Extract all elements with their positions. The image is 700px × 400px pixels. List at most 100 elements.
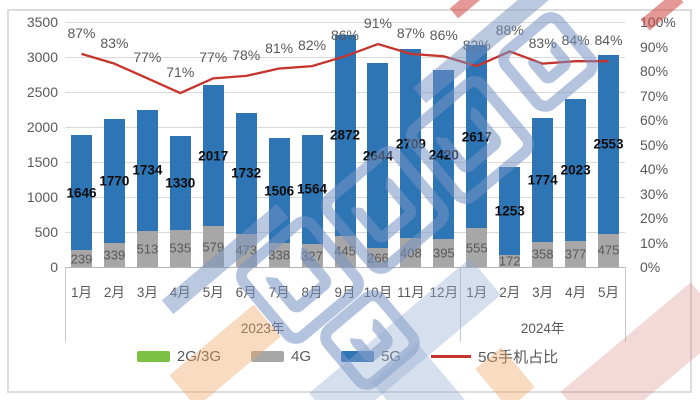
bar-segment-5g [499,167,521,255]
left-axis-tick: 500 [34,224,58,240]
data-label-5g: 1770 [99,173,130,189]
legend-item-5g: 5G手机占比 [431,346,558,367]
right-axis-tick: 100% [640,14,676,30]
x-axis-month-label: 11月 [397,285,425,300]
left-axis-tick: 1500 [26,154,58,170]
x-axis-line [65,267,625,268]
legend-label: 5G手机占比 [478,349,559,366]
x-axis-year-label: 2024年 [520,321,565,336]
gridline [65,22,625,23]
x-axis-month-label: 5月 [202,285,224,300]
x-axis-month-label: 3月 [532,285,554,300]
x-axis-group-separator [65,267,66,342]
bar-segment-4g [301,244,323,267]
data-label-5g: 1774 [527,172,558,188]
data-label-5g: 1253 [494,203,525,219]
data-label-5g: 1732 [231,165,262,181]
data-label-percent: 82% [298,37,327,54]
bar-segment-4g [532,241,554,267]
data-label-4g: 338 [268,247,290,263]
data-label-percent: 82% [462,37,491,54]
left-axis-tick: 1000 [26,189,58,205]
left-axis-tick: 0 [50,259,58,275]
legend-item-5g: 5G [341,348,401,365]
data-label-4g: 172 [498,253,521,269]
right-axis-tick: 50% [640,136,669,153]
data-label-5g: 2017 [198,148,229,164]
left-axis-tick: 3500 [26,14,58,30]
data-label-5g: 1330 [165,175,196,191]
legend-item-4g: 4G [251,348,311,365]
right-axis-tick: 10% [640,234,669,251]
data-label-4g: 579 [202,239,225,255]
bar-segment-4g [103,243,125,267]
data-label-4g: 327 [301,248,323,264]
legend-label: 5G [381,348,402,365]
data-label-4g: 377 [564,246,587,262]
data-label-4g: 239 [70,251,93,267]
x-axis-month-label: 1月 [70,285,92,300]
bar-segment-5g [136,109,158,232]
legend-bar-swatch-icon [251,351,285,362]
data-label-4g: 475 [597,242,620,258]
legend: 2G/3G 4G 5G 5G手机占比 [7,346,688,367]
data-label-percent: 84% [561,32,590,49]
data-label-4g: 339 [103,247,126,263]
bar-segment-5g [565,99,587,241]
data-label-percent: 77% [133,49,162,66]
data-label-4g: 445 [334,243,356,259]
x-axis-month-label: 4月 [565,285,587,300]
left-axis-tick: 2000 [26,119,58,135]
data-label-percent: 91% [363,15,392,32]
data-label-5g: 1564 [297,181,328,197]
bar-segment-4g [433,239,455,267]
bar-segment-4g [466,228,488,267]
legend-item-2g3g: 2G/3G [136,348,221,365]
bar-segment-5g [598,55,620,234]
data-label-percent: 77% [199,49,228,66]
data-label-4g: 473 [235,242,258,258]
data-label-4g: 535 [169,240,192,256]
data-label-5g: 1734 [132,162,163,178]
legend-line-swatch-icon [431,355,472,358]
data-label-5g: 2023 [560,162,591,178]
data-label-4g: 408 [400,245,422,261]
data-label-5g: 2709 [395,136,426,152]
right-axis-tick: 20% [640,210,669,226]
right-axis-tick: 40% [640,161,669,177]
bar-segment-4g [598,233,620,267]
x-axis-year-label: 2023年 [240,321,285,336]
legend-bar-swatch-icon [136,351,170,362]
right-axis-tick: 90% [640,38,669,55]
x-axis-month-label: 6月 [235,285,257,300]
data-label-5g: 2420 [428,147,459,163]
bar-segment-5g [532,117,554,242]
data-label-5g: 2617 [461,129,492,145]
data-label-percent: 84% [594,32,623,49]
data-label-5g: 2553 [593,136,624,152]
x-axis-group-separator [460,267,462,342]
left-axis-tick: 2500 [26,84,58,100]
data-label-percent: 83% [528,34,557,51]
data-label-percent: 83% [100,34,129,51]
bar-segment-4g [499,254,521,267]
bar-segment-4g [334,235,356,267]
data-label-percent: 78% [232,46,261,63]
x-axis-month-label: 3月 [136,285,158,300]
data-label-percent: 71% [166,64,195,81]
x-axis-month-label: 9月 [334,285,356,300]
x-axis-group-separator [625,267,626,342]
bar-segment-5g [235,112,257,234]
data-label-percent: 88% [495,22,524,39]
data-label-percent: 86% [330,27,360,44]
x-axis-month-label: 4月 [169,285,191,300]
bar-segment-5g [70,135,92,251]
x-axis-month-label: 10月 [363,285,393,300]
right-axis-tick: 70% [640,87,669,104]
left-axis-tick: 3000 [26,49,58,65]
right-axis-tick: 60% [640,112,669,128]
bar-segment-4g [136,231,158,267]
data-label-5g: 1506 [264,183,295,199]
right-axis-tick: 0% [640,259,661,275]
